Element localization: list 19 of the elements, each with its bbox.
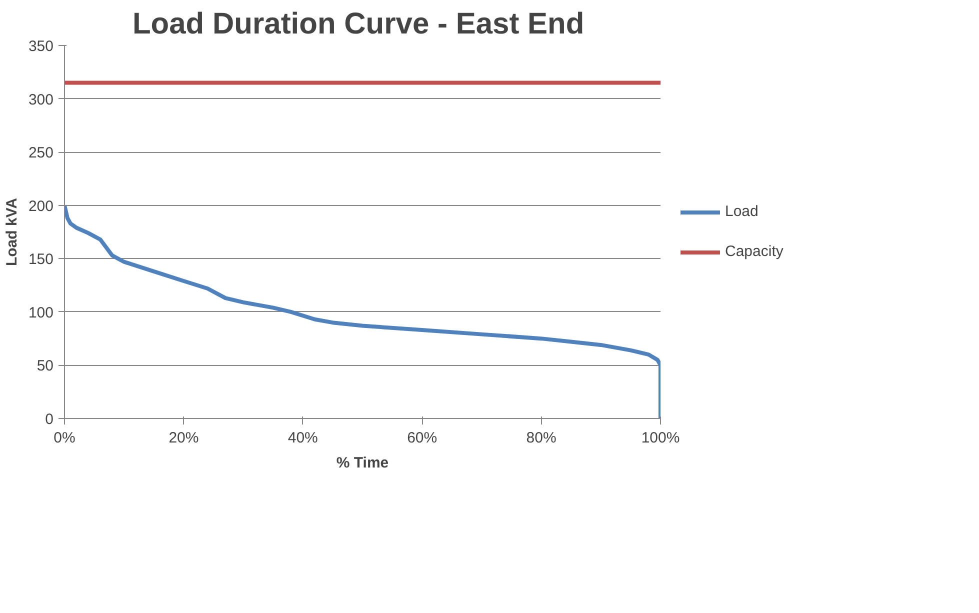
y-tick-label: 200 [28, 198, 54, 215]
x-tick-label: 40% [288, 430, 318, 446]
x-tick-label: 20% [168, 430, 199, 446]
legend-label: Capacity [725, 243, 784, 260]
y-tick-label: 350 [28, 38, 54, 55]
x-tick-label: 0% [54, 430, 76, 446]
x-tick-label: 80% [526, 430, 556, 446]
chart-title: Load Duration Curve - East End [132, 8, 584, 40]
x-axis-title: % Time [336, 454, 389, 472]
y-tick-label: 0 [45, 411, 54, 428]
y-axis-title: Load kVA [3, 198, 20, 266]
y-tick-label: 150 [28, 251, 54, 268]
x-tick-label: 60% [407, 430, 438, 446]
legend-label: Load [725, 203, 758, 220]
y-tick-label: 50 [36, 358, 54, 375]
y-tick-label: 300 [28, 91, 54, 108]
y-tick-label: 100 [28, 304, 54, 322]
x-tick-label: 100% [641, 430, 680, 446]
y-tick-label: 250 [28, 144, 54, 162]
